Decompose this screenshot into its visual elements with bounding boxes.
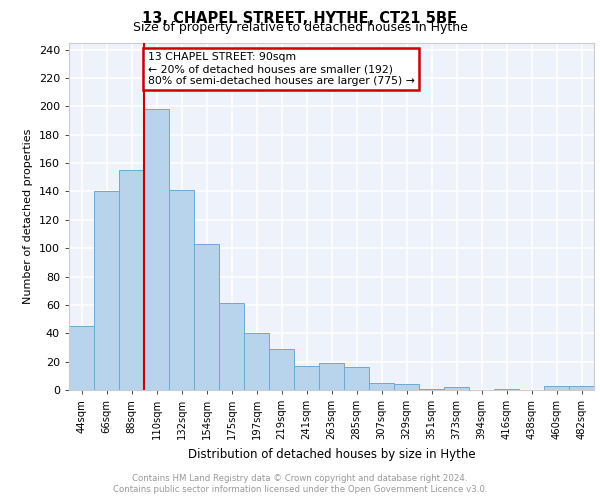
Bar [244,334,269,390]
Bar [219,304,244,390]
Bar [569,386,594,390]
Bar [494,388,519,390]
Bar [394,384,419,390]
Bar [144,109,169,390]
Bar [119,170,144,390]
Bar [344,368,369,390]
Text: 13, CHAPEL STREET, HYTHE, CT21 5BE: 13, CHAPEL STREET, HYTHE, CT21 5BE [143,11,458,26]
Y-axis label: Number of detached properties: Number of detached properties [23,128,33,304]
Text: 13 CHAPEL STREET: 90sqm
← 20% of detached houses are smaller (192)
80% of semi-d: 13 CHAPEL STREET: 90sqm ← 20% of detache… [148,52,415,86]
Text: Size of property relative to detached houses in Hythe: Size of property relative to detached ho… [133,22,467,35]
Bar [194,244,219,390]
Bar [544,386,569,390]
Bar [94,192,119,390]
Bar [269,349,294,390]
Text: Contains HM Land Registry data © Crown copyright and database right 2024.
Contai: Contains HM Land Registry data © Crown c… [113,474,487,494]
Bar [319,363,344,390]
Bar [169,190,194,390]
Bar [419,388,444,390]
Bar [444,387,469,390]
Bar [69,326,94,390]
Bar [369,383,394,390]
X-axis label: Distribution of detached houses by size in Hythe: Distribution of detached houses by size … [188,448,475,460]
Bar [294,366,319,390]
